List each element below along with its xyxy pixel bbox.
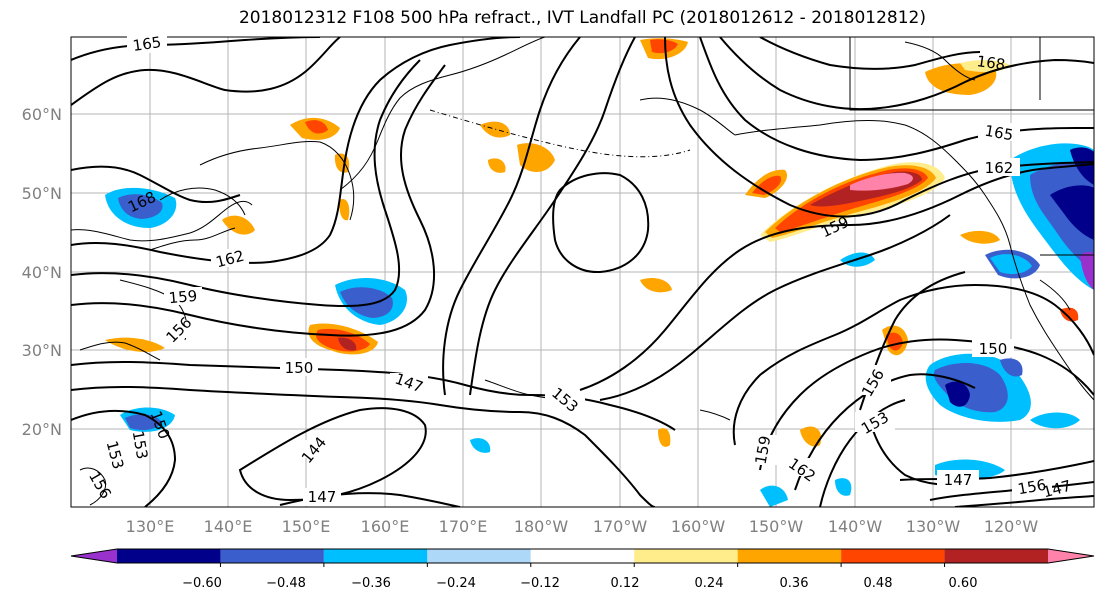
colorbar-tick-label: 0.12 <box>611 576 640 591</box>
lat-label-30n: 30°N <box>22 341 62 360</box>
lon-label: 130°W <box>906 517 961 536</box>
colorbar-swatch <box>323 549 428 563</box>
colorbar-swatch <box>530 549 635 563</box>
colorbar-tick-label: −0.60 <box>182 576 222 591</box>
lon-label: 160°E <box>361 517 410 536</box>
lon-label: 160°W <box>671 517 726 536</box>
colorbar <box>70 548 1095 567</box>
colorbar-swatch <box>427 549 531 563</box>
lat-label-60n: 60°N <box>22 105 62 124</box>
contour-label: 168 <box>976 52 1007 74</box>
contour-label: 159 <box>168 287 198 307</box>
lon-label: 170°E <box>439 517 488 536</box>
contour-label: 147 <box>308 488 337 506</box>
date-line <box>429 109 691 158</box>
lon-label: 150°W <box>749 517 804 536</box>
colorbar-tick-label: −0.48 <box>266 576 306 591</box>
lat-label-40n: 40°N <box>22 263 62 282</box>
contour-label: 162 <box>985 159 1014 177</box>
colorbar-swatch <box>737 549 842 563</box>
lon-label: 170°W <box>593 517 648 536</box>
contour-label: 165 <box>983 122 1014 145</box>
contour-label: 147 <box>944 471 973 489</box>
colorbar-tick-label: 0.36 <box>780 576 809 591</box>
lon-label: 130°E <box>126 517 175 536</box>
colorbar-swatch <box>841 549 945 563</box>
lat-label-50n: 50°N <box>22 184 62 203</box>
contour-label: 150 <box>979 340 1008 358</box>
lon-label: 140°W <box>828 517 883 536</box>
contour-label: 159 <box>752 434 775 465</box>
colorbar-tick-label: 0.60 <box>949 576 978 591</box>
colorbar-tick-label: −0.24 <box>436 576 476 591</box>
colorbar-tick-label: 0.48 <box>864 576 893 591</box>
colorbar-tick-labels: −0.60 −0.48 −0.36 −0.24 −0.12 0.12 0.24 … <box>182 576 977 591</box>
colorbar-outline <box>70 548 1095 564</box>
map-content <box>71 37 1094 507</box>
colorbar-tick-label: 0.24 <box>695 576 724 591</box>
lat-label-20n: 20°N <box>22 420 62 439</box>
map-title: 2018012312 F108 500 hPa refract., IVT La… <box>238 8 926 28</box>
anomaly-shading <box>105 38 1094 507</box>
colorbar-swatch <box>1048 549 1094 563</box>
latitude-labels: 60°N 50°N 40°N 30°N 20°N <box>22 105 62 439</box>
contour-label: 153 <box>129 429 152 460</box>
lon-label: 120°W <box>984 517 1039 536</box>
gridlines <box>71 37 1094 507</box>
contour-labels: 165 168 162 159 156 150 147 144 153 150 … <box>85 33 1073 506</box>
colorbar-swatch <box>944 549 1048 563</box>
contour-label: 165 <box>132 33 163 55</box>
contour-label: 156 <box>1016 476 1047 499</box>
colorbar-tick-label: −0.12 <box>520 576 560 591</box>
colorbar-tick-label: −0.36 <box>351 576 391 591</box>
contour-label: 150 <box>285 359 314 377</box>
lon-label: 180°W <box>514 517 569 536</box>
map-frame <box>70 36 1095 508</box>
lon-label: 140°E <box>204 517 253 536</box>
colorbar-swatch <box>71 549 117 563</box>
longitude-labels: 130°E 140°E 150°E 160°E 170°E 180°W 170°… <box>126 517 1039 536</box>
colorbar-swatch <box>220 549 324 563</box>
colorbar-swatch <box>634 549 738 563</box>
lon-label: 150°E <box>282 517 331 536</box>
colorbar-swatch <box>117 549 221 563</box>
